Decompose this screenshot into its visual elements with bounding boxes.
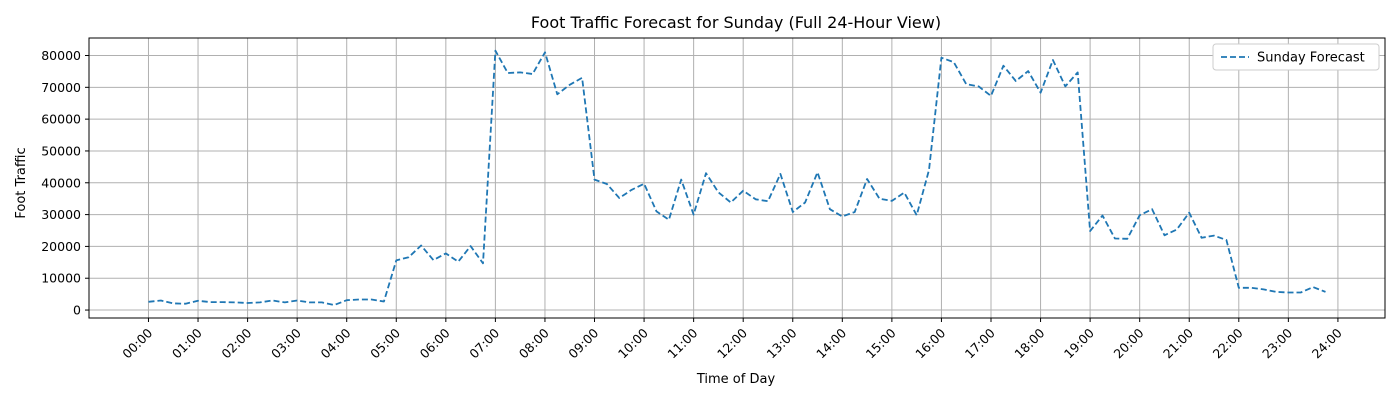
chart-title: Foot Traffic Forecast for Sunday (Full 2… (531, 13, 941, 32)
y-tick-label: 20000 (41, 239, 81, 254)
legend-box (1212, 43, 1380, 71)
legend-label: Sunday Forecast (1257, 51, 1365, 66)
y-tick-label: 40000 (41, 175, 81, 190)
y-tick-label: 50000 (41, 143, 81, 158)
y-axis-label: Foot Traffic (14, 147, 29, 218)
y-tick-label: 60000 (41, 112, 81, 127)
y-tick-label: 10000 (41, 271, 81, 286)
y-axis-ticks: 0 10000 20000 30000 40000 50000 60000 70000 8000… (41, 48, 89, 318)
y-tick-label: 0 (73, 303, 81, 318)
plot-frame (88, 37, 1386, 319)
series-line-sunday-forecast (148, 49, 1326, 306)
y-tick-label: 70000 (41, 80, 81, 95)
grid-lines (89, 38, 1385, 318)
legend: Sunday Forecast (1212, 43, 1380, 71)
x-axis-label: Time of Day (696, 372, 776, 387)
y-tick-label: 80000 (41, 48, 81, 63)
plot-series (148, 49, 1326, 306)
y-tick-label: 30000 (41, 207, 81, 222)
